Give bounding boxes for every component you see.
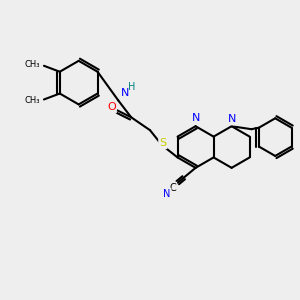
Text: N: N (163, 189, 170, 199)
Text: CH₃: CH₃ (25, 60, 40, 69)
Text: N: N (191, 113, 200, 123)
Text: S: S (159, 138, 167, 148)
Text: C: C (169, 183, 176, 193)
Text: CH₃: CH₃ (25, 96, 40, 105)
Text: N: N (227, 114, 236, 124)
Text: O: O (107, 102, 116, 112)
Text: H: H (128, 82, 136, 92)
Text: N: N (121, 88, 130, 98)
